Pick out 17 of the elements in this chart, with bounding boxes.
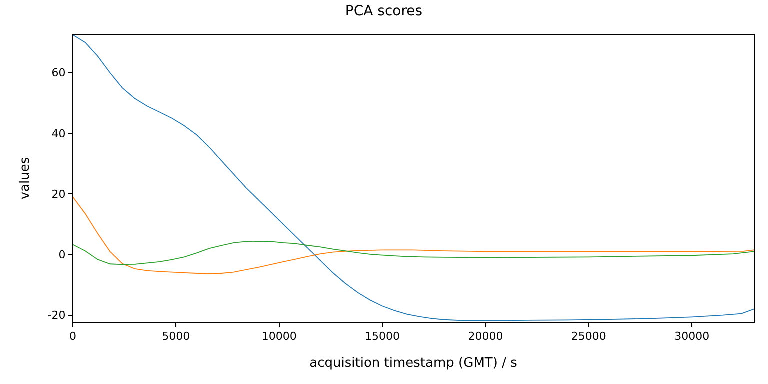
y-tick-label: 0 xyxy=(58,248,66,262)
chart-title: PCA scores xyxy=(345,4,423,20)
x-tick-label: 10000 xyxy=(262,330,297,344)
x-tick-label: 15000 xyxy=(365,330,400,344)
y-tick-label: -20 xyxy=(48,309,66,322)
x-tick-label: 25000 xyxy=(571,330,606,344)
x-tick-label: 20000 xyxy=(468,330,504,344)
y-tick-label: 20 xyxy=(52,188,66,201)
x-tick-label: 30000 xyxy=(674,330,710,344)
line-series xyxy=(73,240,754,266)
x-tick-label: 5000 xyxy=(162,330,190,344)
y-tick-label: 60 xyxy=(52,66,66,80)
x-tick-label: 0 xyxy=(70,330,76,344)
y-tick-label: 40 xyxy=(52,127,66,140)
y-axis-title: values xyxy=(18,157,33,200)
line-series xyxy=(73,196,754,274)
x-axis-title: acquisition timestamp (GMT) / s xyxy=(310,356,518,371)
